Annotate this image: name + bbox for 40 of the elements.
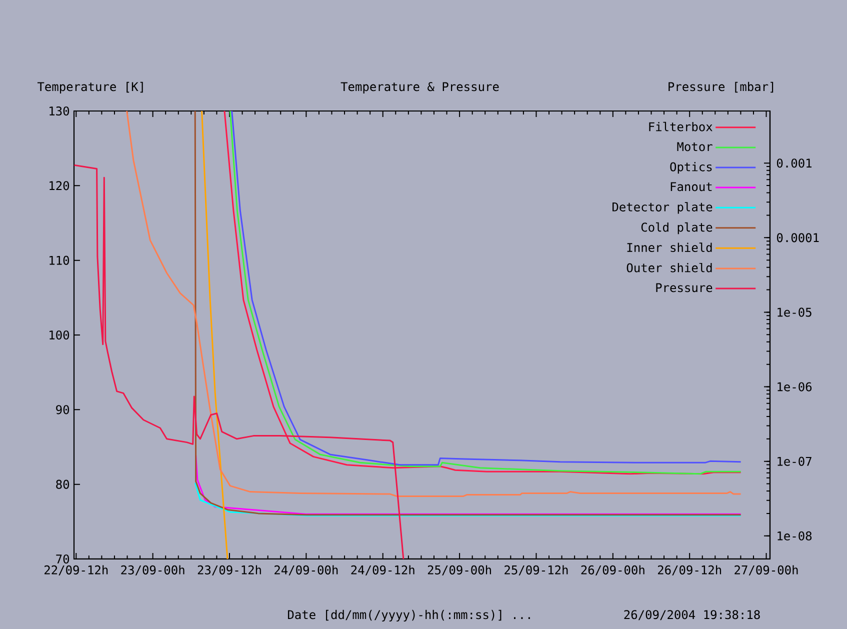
x-tick-label: 26/09-12h — [658, 565, 722, 576]
legend-label: Inner shield — [627, 242, 712, 252]
x-tick-label: 24/09-12h — [351, 565, 414, 576]
legend-label: Motor — [677, 142, 712, 152]
legend-label: Filterbox — [649, 122, 712, 132]
x-tick-label: 26/09-00h — [581, 565, 644, 576]
legend-label: Optics — [670, 162, 712, 174]
x-tick-label: 23/09-00h — [121, 565, 184, 576]
x-tick-label: 27/09-00h — [734, 565, 798, 576]
y-tick-label: 120 — [50, 181, 70, 190]
x-tick-label: 25/09-00h — [428, 565, 491, 576]
text: 26/09/2004 19:38:18 — [624, 610, 760, 620]
x-tick-label: 22/09-12h — [44, 565, 108, 576]
y-tick-label: 80 — [56, 480, 70, 489]
x-tick-label: 23/09-12h — [198, 565, 261, 576]
line-series — [74, 164, 404, 559]
line-series — [194, 482, 742, 516]
y2-tick-label: 1e-07 — [778, 456, 812, 466]
y-tick-label: 130 — [50, 106, 70, 116]
y-tick-label: 100 — [50, 330, 70, 340]
chart-title: Temperature & Pressure — [340, 82, 499, 94]
legend-label: Detector plate — [612, 202, 712, 214]
y2-tick-label: 1e-05 — [778, 308, 812, 317]
y-tick-label: 70 — [56, 554, 70, 564]
y2-tick-label: 1e-06 — [778, 382, 812, 392]
y-tick-label: 90 — [56, 405, 70, 414]
legend-label: Cold plate — [641, 222, 712, 234]
legend-label: Pressure — [656, 283, 712, 292]
legend-label: Outer shield — [626, 262, 712, 272]
y-axis-title: Temperature [K] — [37, 82, 143, 94]
y2-tick-label: 1e-08 — [778, 531, 812, 540]
y2-axis-title: Pressure [mbar] — [668, 82, 774, 93]
x-axis-title: Date [dd/mm(/yyyy)-hh(:mm:ss)] ... — [288, 610, 530, 622]
x-tick-label: 24/09-00h — [274, 565, 338, 576]
x-tick-label: 25/09-12h — [504, 565, 568, 576]
line-series — [201, 110, 228, 559]
y2-tick-label: 0.0001 — [776, 233, 819, 242]
legend-label: Fanout — [670, 182, 712, 192]
y-tick-label: 110 — [50, 256, 70, 265]
y2-tick-label: 0.001 — [776, 158, 812, 168]
